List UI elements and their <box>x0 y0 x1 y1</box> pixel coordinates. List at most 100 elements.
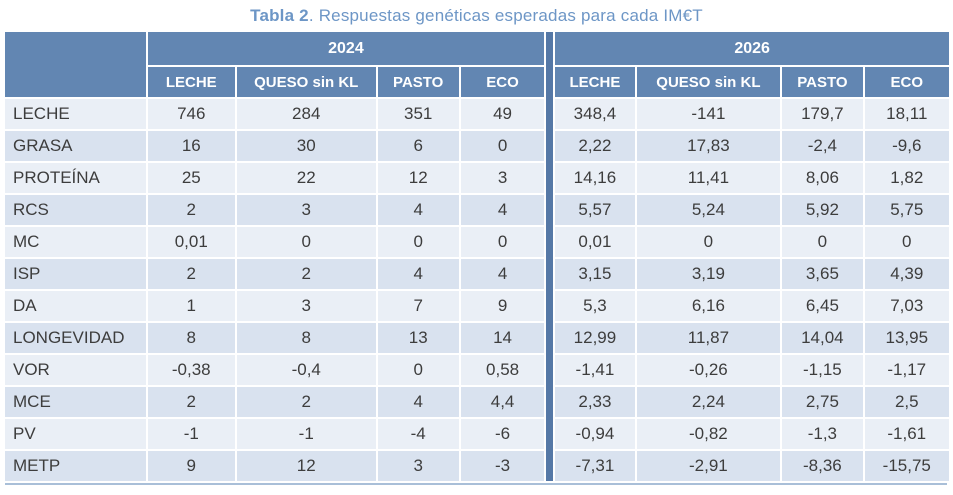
row-label: RCS <box>5 195 146 225</box>
cell-value: 13 <box>377 323 459 353</box>
cell-value: 7,03 <box>864 291 949 321</box>
table-row: GRASA 16 30 6 0 2,22 17,83 -2,4 -9,6 <box>5 131 949 161</box>
cell-value: 4 <box>460 259 545 289</box>
cell-value: 16 <box>147 131 235 161</box>
table-row: PV -1 -1 -4 -6 -0,94 -0,82 -1,3 -1,61 <box>5 419 949 449</box>
cell-value: 4 <box>460 195 545 225</box>
table-row: LECHE 746 284 351 49 348,4 -141 179,7 18,11 <box>5 99 949 129</box>
cell-value: 2,22 <box>555 131 635 161</box>
cell-value: -1,17 <box>864 355 949 385</box>
cell-value: 0 <box>460 131 545 161</box>
cell-value: 348,4 <box>555 99 635 129</box>
column-header-queso-2026: QUESO sin KL <box>636 67 781 97</box>
cell-value: 5,3 <box>555 291 635 321</box>
cell-value: 0 <box>864 227 949 257</box>
cell-value: 6,45 <box>782 291 863 321</box>
cell-value: 3,65 <box>782 259 863 289</box>
row-label: VOR <box>5 355 146 385</box>
table-row: MC 0,01 0 0 0 0,01 0 0 0 <box>5 227 949 257</box>
cell-value: 351 <box>377 99 459 129</box>
column-header-leche-2026: LECHE <box>555 67 635 97</box>
column-header-queso-2024: QUESO sin KL <box>236 67 376 97</box>
cell-value: -15,75 <box>864 451 949 481</box>
column-header-leche-2024: LECHE <box>147 67 235 97</box>
cell-value: -4 <box>377 419 459 449</box>
cell-value: -0,94 <box>555 419 635 449</box>
cell-value: 3 <box>460 163 545 193</box>
cell-value: 2,5 <box>864 387 949 417</box>
group-divider <box>546 32 554 481</box>
column-header-eco-2026: ECO <box>864 67 949 97</box>
cell-value: 49 <box>460 99 545 129</box>
cell-value: 2,33 <box>555 387 635 417</box>
year-header-2026: 2026 <box>555 32 949 65</box>
cell-value: 14 <box>460 323 545 353</box>
table-row: METP 9 12 3 -3 -7,31 -2,91 -8,36 -15,75 <box>5 451 949 481</box>
table-row: PROTEÍNA 25 22 12 3 14,16 11,41 8,06 1,82 <box>5 163 949 193</box>
cell-value: 0 <box>636 227 781 257</box>
cell-value: -9,6 <box>864 131 949 161</box>
cell-value: 1 <box>147 291 235 321</box>
cell-value: 179,7 <box>782 99 863 129</box>
cell-value: -6 <box>460 419 545 449</box>
cell-value: 6,16 <box>636 291 781 321</box>
cell-value: 5,24 <box>636 195 781 225</box>
cell-value: 8 <box>147 323 235 353</box>
cell-value: 2 <box>236 387 376 417</box>
year-header-row: 2024 2026 <box>5 32 949 481</box>
table-row: VOR -0,38 -0,4 0 0,58 -1,41 -0,26 -1,15 -1,17 <box>5 355 949 385</box>
cell-value: -1,3 <box>782 419 863 449</box>
cell-value: -3 <box>460 451 545 481</box>
cell-value: 18,11 <box>864 99 949 129</box>
cell-value: 22 <box>236 163 376 193</box>
cell-value: 12,99 <box>555 323 635 353</box>
cell-value: -1,61 <box>864 419 949 449</box>
cell-value: 7 <box>377 291 459 321</box>
cell-value: 0 <box>377 227 459 257</box>
cell-value: 14,16 <box>555 163 635 193</box>
cell-value: 9 <box>147 451 235 481</box>
cell-value: 5,57 <box>555 195 635 225</box>
cell-value: 2 <box>147 259 235 289</box>
row-label: DA <box>5 291 146 321</box>
cell-value: 5,75 <box>864 195 949 225</box>
cell-value: 12 <box>377 163 459 193</box>
cell-value: 4 <box>377 195 459 225</box>
cell-value: 1,82 <box>864 163 949 193</box>
cell-value: 0 <box>460 227 545 257</box>
year-header-2024: 2024 <box>147 32 545 65</box>
row-label: LONGEVIDAD <box>5 323 146 353</box>
column-header-eco-2024: ECO <box>460 67 545 97</box>
cell-value: -0,82 <box>636 419 781 449</box>
cell-value: -2,91 <box>636 451 781 481</box>
row-label: MC <box>5 227 146 257</box>
cell-value: 3 <box>236 195 376 225</box>
cell-value: 0,01 <box>147 227 235 257</box>
cell-value: 3,19 <box>636 259 781 289</box>
cell-value: 8 <box>236 323 376 353</box>
row-label: METP <box>5 451 146 481</box>
cell-value: 0,58 <box>460 355 545 385</box>
cell-value: 30 <box>236 131 376 161</box>
cell-value: 4,39 <box>864 259 949 289</box>
row-label: PV <box>5 419 146 449</box>
cell-value: 8,06 <box>782 163 863 193</box>
row-label: GRASA <box>5 131 146 161</box>
cell-value: 3 <box>236 291 376 321</box>
cell-value: 13,95 <box>864 323 949 353</box>
cell-value: 3 <box>377 451 459 481</box>
row-label: MCE <box>5 387 146 417</box>
cell-value: 5,92 <box>782 195 863 225</box>
cell-value: -0,38 <box>147 355 235 385</box>
column-header-pasto-2024: PASTO <box>377 67 459 97</box>
cell-value: 2,75 <box>782 387 863 417</box>
cell-value: 0 <box>236 227 376 257</box>
cell-value: 0,01 <box>555 227 635 257</box>
cell-value: 4 <box>377 259 459 289</box>
row-label: LECHE <box>5 99 146 129</box>
cell-value: 14,04 <box>782 323 863 353</box>
table-body: 2024 2026 LECHE QUESO sin KL PASTO ECO L… <box>5 32 949 481</box>
table-row: ISP 2 2 4 4 3,15 3,19 3,65 4,39 <box>5 259 949 289</box>
data-table: 2024 2026 LECHE QUESO sin KL PASTO ECO L… <box>3 30 951 483</box>
cell-value: 6 <box>377 131 459 161</box>
